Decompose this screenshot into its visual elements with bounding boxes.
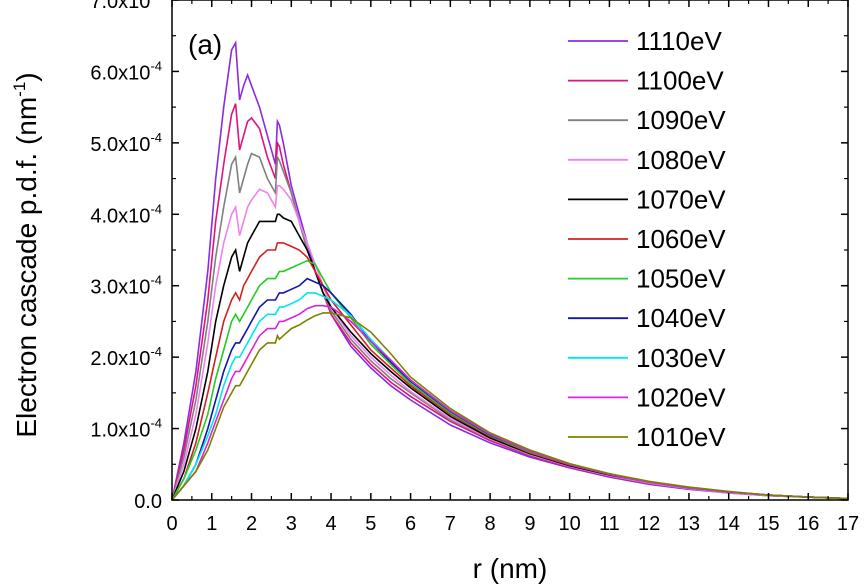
legend-label-1060eV: 1060eV xyxy=(636,224,726,254)
y-tick-exponent: -4 xyxy=(150,0,162,2)
x-tick-label: 15 xyxy=(757,513,779,535)
x-tick-label: 8 xyxy=(485,513,496,535)
legend-label-1030eV: 1030eV xyxy=(636,343,726,373)
y-tick-label: 0.0 xyxy=(134,491,162,513)
legend: 1110eV 1100eV 1090eV 1080eV 1070eV 1060eV 1050… xyxy=(568,26,726,452)
x-tick-label: 7 xyxy=(445,513,456,535)
y-tick-label: 4.0x10-4 xyxy=(90,201,162,227)
series-line-1010eV xyxy=(171,312,849,501)
x-tick-label: 12 xyxy=(638,513,660,535)
x-tick-label: 17 xyxy=(837,513,859,535)
series-line-1110eV xyxy=(171,40,849,501)
y-tick-mantissa: 5.0x10 xyxy=(90,134,150,156)
series-line-1020eV xyxy=(171,304,849,501)
series-layer xyxy=(171,40,849,501)
legend-label-1100eV: 1100eV xyxy=(636,66,724,96)
x-tick-label: 11 xyxy=(599,513,620,535)
x-tick-label: 14 xyxy=(718,513,740,535)
y-tick-mantissa: 3.0x10 xyxy=(90,277,150,299)
y-tick-exponent: -4 xyxy=(150,201,162,216)
y-axis-label-main: Electron cascade p.d.f. (nm xyxy=(11,97,42,438)
y-tick-exponent: -4 xyxy=(150,344,162,359)
y-tick-label: 5.0x10-4 xyxy=(90,130,162,156)
series-line-1060eV xyxy=(171,242,849,501)
x-tick-label: 10 xyxy=(559,513,581,535)
x-tick-label: 5 xyxy=(365,513,376,535)
y-tick-mantissa: 4.0x10 xyxy=(90,205,150,227)
y-tick-label: 7.0x10-4 xyxy=(90,0,162,13)
y-tick-exponent: -4 xyxy=(150,130,162,145)
series-line-1030eV xyxy=(171,292,849,501)
y-tick-mantissa: 1.0x10 xyxy=(90,420,150,442)
y-tick-label: 6.0x10-4 xyxy=(90,58,162,84)
legend-label-1040eV: 1040eV xyxy=(636,303,726,333)
x-tick-label: 0 xyxy=(166,513,177,535)
legend-label-1010eV: 1010eV xyxy=(636,422,726,452)
y-tick-label: 1.0x10-4 xyxy=(90,416,162,442)
y-tick-label: 3.0x10-4 xyxy=(90,273,162,299)
x-tick-label: 1 xyxy=(206,513,217,535)
series-line-1040eV xyxy=(171,277,849,501)
tick-layer: 0 1 2 3 4 5 6 7 8 9 10 11 12 13 14 15 16 170.01.0x10-42.0… xyxy=(90,0,859,535)
x-tick-label: 4 xyxy=(325,513,336,535)
y-axis-label-close: ) xyxy=(11,72,42,81)
y-tick-label: 2.0x10-4 xyxy=(90,344,162,370)
legend-label-1110eV: 1110eV xyxy=(636,26,722,56)
y-tick-exponent: -4 xyxy=(150,58,162,73)
legend-label-1080eV: 1080eV xyxy=(636,145,726,175)
x-tick-label: 13 xyxy=(678,513,700,535)
legend-label-1090eV: 1090eV xyxy=(636,105,726,135)
series-line-1050eV xyxy=(171,259,849,501)
series-line-1100eV xyxy=(171,103,849,501)
x-tick-label: 16 xyxy=(797,513,819,535)
y-tick-mantissa: 7.0x10 xyxy=(90,0,150,13)
legend-label-1020eV: 1020eV xyxy=(636,382,726,412)
y-tick-mantissa: 6.0x10 xyxy=(90,62,150,84)
x-axis-label: r (nm) xyxy=(473,553,548,584)
legend-label-1070eV: 1070eV xyxy=(636,184,726,214)
y-tick-mantissa: 2.0x10 xyxy=(90,348,150,370)
y-tick-exponent: -4 xyxy=(150,273,162,288)
y-axis-label: Electron cascade p.d.f. (nm-1) xyxy=(10,72,42,437)
legend-label-1050eV: 1050eV xyxy=(636,264,726,294)
panel-label: (a) xyxy=(188,29,222,60)
series-line-1070eV xyxy=(171,213,849,501)
x-tick-label: 9 xyxy=(524,513,535,535)
y-tick-exponent: -4 xyxy=(150,416,162,431)
y-axis-label-sup: -1 xyxy=(10,82,29,97)
x-tick-label: 2 xyxy=(246,513,257,535)
x-tick-label: 3 xyxy=(286,513,297,535)
x-tick-label: 6 xyxy=(405,513,416,535)
